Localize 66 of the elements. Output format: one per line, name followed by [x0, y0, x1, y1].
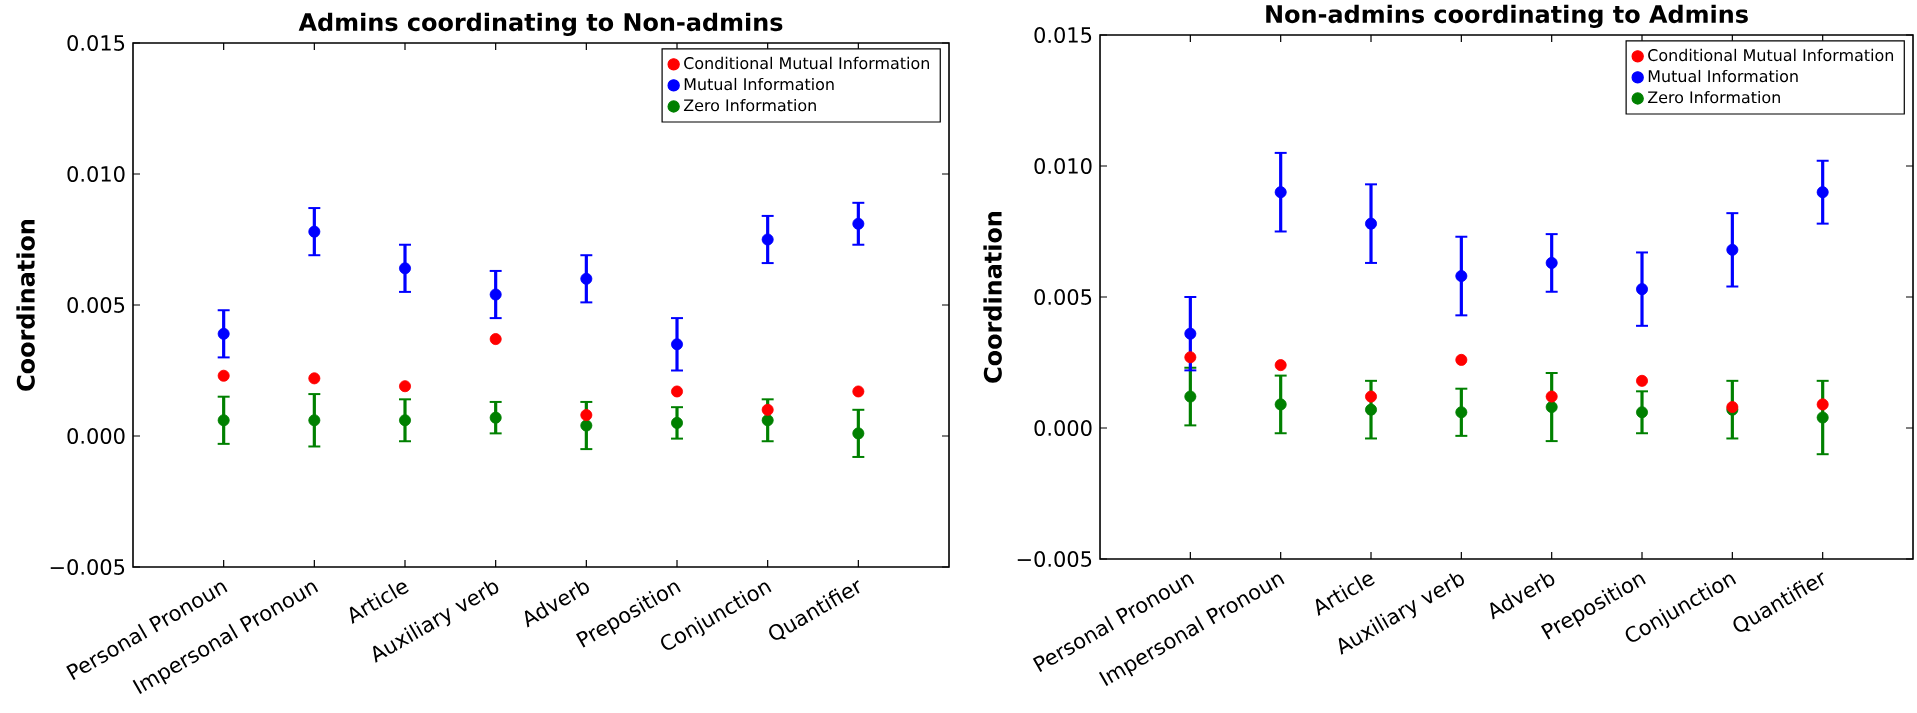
- point: [1545, 390, 1558, 403]
- point: [489, 333, 502, 346]
- point: [852, 385, 865, 398]
- point: [671, 385, 683, 398]
- y-tick-label: 0.000: [67, 428, 125, 444]
- point: [308, 414, 321, 427]
- point: [1816, 186, 1829, 199]
- y-tick-label: 0.000: [1034, 420, 1092, 436]
- point: [1184, 390, 1197, 403]
- legend-label: Conditional Mutual Information: [684, 56, 929, 70]
- point: [1184, 327, 1197, 340]
- point: [1816, 411, 1829, 424]
- point: [1545, 256, 1558, 269]
- point: [217, 414, 230, 427]
- point: [1636, 283, 1648, 296]
- chart-title: Non-admins coordinating to Admins: [1266, 4, 1748, 28]
- point: [761, 414, 774, 427]
- point: [1184, 351, 1197, 364]
- point: [1365, 390, 1377, 403]
- point: [1365, 217, 1377, 230]
- point: [399, 262, 411, 275]
- point: [852, 427, 865, 440]
- y-tick-label: 0.010: [1034, 158, 1092, 174]
- point: [1455, 270, 1468, 283]
- point: [761, 403, 774, 416]
- point: [1545, 401, 1558, 414]
- point: [1816, 398, 1829, 411]
- y-tick-label: −0.005: [1017, 551, 1092, 567]
- point: [580, 419, 593, 432]
- point: [580, 409, 593, 422]
- point: [1274, 398, 1287, 411]
- point: [1455, 406, 1468, 419]
- point: [399, 414, 411, 427]
- chart-title: Admins coordinating to Non-admins: [298, 12, 783, 36]
- point: [761, 233, 774, 246]
- point: [1455, 353, 1468, 366]
- y-tick-label: 0.015: [1034, 27, 1092, 43]
- y-tick-label: 0.010: [67, 166, 125, 182]
- point: [852, 217, 865, 230]
- point: [308, 372, 321, 385]
- point: [671, 338, 683, 351]
- point: [1365, 403, 1377, 416]
- legend-label: Conditional Mutual Information: [1648, 48, 1894, 62]
- y-tick-label: 0.005: [67, 297, 125, 313]
- y-tick-label: 0.015: [67, 35, 125, 51]
- point: [1636, 374, 1648, 387]
- point: [217, 369, 230, 382]
- point: [489, 288, 502, 301]
- y-axis-title: Coordination: [983, 211, 1002, 383]
- point: [399, 380, 411, 393]
- y-tick-label: 0.005: [1034, 289, 1092, 305]
- point: [671, 416, 683, 429]
- legend-label: Mutual Information: [1648, 69, 1798, 83]
- legend-label: Zero Information: [683, 98, 816, 112]
- point: [1636, 406, 1648, 419]
- point: [1726, 243, 1739, 256]
- legend-label: Mutual Information: [684, 77, 834, 91]
- point: [489, 411, 502, 424]
- legend-label: Zero Information: [1647, 90, 1780, 104]
- point: [580, 272, 593, 285]
- point: [1274, 359, 1287, 372]
- y-axis-title: Coordination: [16, 219, 35, 391]
- point: [308, 225, 321, 238]
- point: [1274, 186, 1287, 199]
- point: [217, 327, 230, 340]
- y-tick-label: −0.005: [50, 559, 125, 575]
